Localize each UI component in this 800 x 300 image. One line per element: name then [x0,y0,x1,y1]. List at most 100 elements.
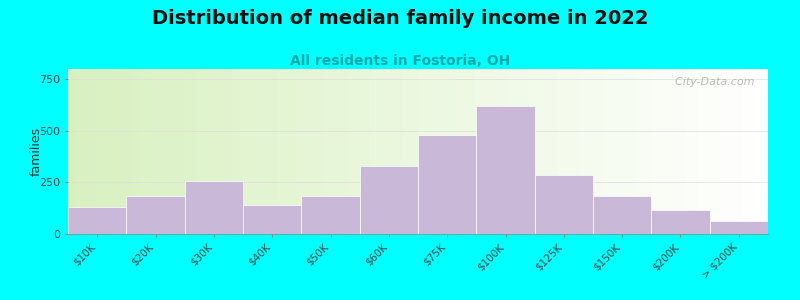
Bar [210,69,213,234]
Bar [166,69,168,234]
Bar [521,69,523,234]
Bar [362,69,364,234]
Bar [646,69,649,234]
Bar [640,69,642,234]
Bar [562,69,565,234]
Bar [108,69,110,234]
Bar [374,69,376,234]
Bar [185,69,187,234]
Bar [502,69,504,234]
Bar [194,69,196,234]
Bar [360,69,362,234]
Bar [458,69,460,234]
Bar [222,69,224,234]
Bar [551,69,554,234]
Bar [369,69,371,234]
Bar [689,69,691,234]
Bar [761,69,763,234]
Bar [572,69,574,234]
Bar [472,69,474,234]
Bar [290,69,292,234]
Bar [498,69,500,234]
Bar [348,69,350,234]
Bar [712,69,714,234]
Bar [588,69,590,234]
Bar [334,69,336,234]
Bar [483,69,486,234]
Bar [320,69,322,234]
Bar [276,69,278,234]
Bar [738,69,740,234]
Bar [236,69,238,234]
Bar [182,69,185,234]
Bar [150,69,152,234]
Bar [686,69,689,234]
Bar [73,69,75,234]
Bar [565,69,567,234]
Bar [358,69,360,234]
Bar [726,69,728,234]
Bar [654,69,656,234]
Bar [418,135,476,234]
Bar [586,69,588,234]
Bar [70,69,73,234]
Bar [651,69,654,234]
Bar [546,69,549,234]
Bar [98,69,101,234]
Bar [306,69,308,234]
Bar [420,69,422,234]
Bar [192,69,194,234]
Bar [691,69,694,234]
Bar [462,69,465,234]
Bar [593,69,595,234]
Bar [752,69,754,234]
Bar [376,69,378,234]
Bar [635,69,638,234]
Bar [224,69,226,234]
Bar [614,69,616,234]
Bar [238,69,241,234]
Bar [633,69,635,234]
Bar [544,69,546,234]
Bar [131,69,134,234]
Bar [178,69,180,234]
Bar [338,69,341,234]
Bar [147,69,150,234]
Bar [453,69,455,234]
Bar [511,69,514,234]
Bar [110,69,112,234]
Bar [246,69,248,234]
Bar [488,69,490,234]
Bar [330,69,332,234]
Bar [616,69,618,234]
Bar [157,69,159,234]
Bar [630,69,633,234]
Bar [259,69,262,234]
Bar [250,69,252,234]
Bar [190,69,192,234]
Bar [558,69,560,234]
Bar [670,69,672,234]
Bar [476,69,478,234]
Bar [366,69,369,234]
Bar [310,69,313,234]
Bar [742,69,745,234]
Bar [422,69,425,234]
Bar [394,69,397,234]
Bar [705,69,707,234]
Bar [336,69,338,234]
Bar [476,106,534,234]
Bar [145,69,147,234]
Bar [733,69,735,234]
Bar [313,69,315,234]
Bar [430,69,432,234]
Bar [427,69,430,234]
Bar [208,69,210,234]
Bar [446,69,448,234]
Bar [530,69,532,234]
Bar [248,69,250,234]
Bar [602,69,605,234]
Bar [318,69,320,234]
Bar [661,69,663,234]
Bar [392,69,394,234]
